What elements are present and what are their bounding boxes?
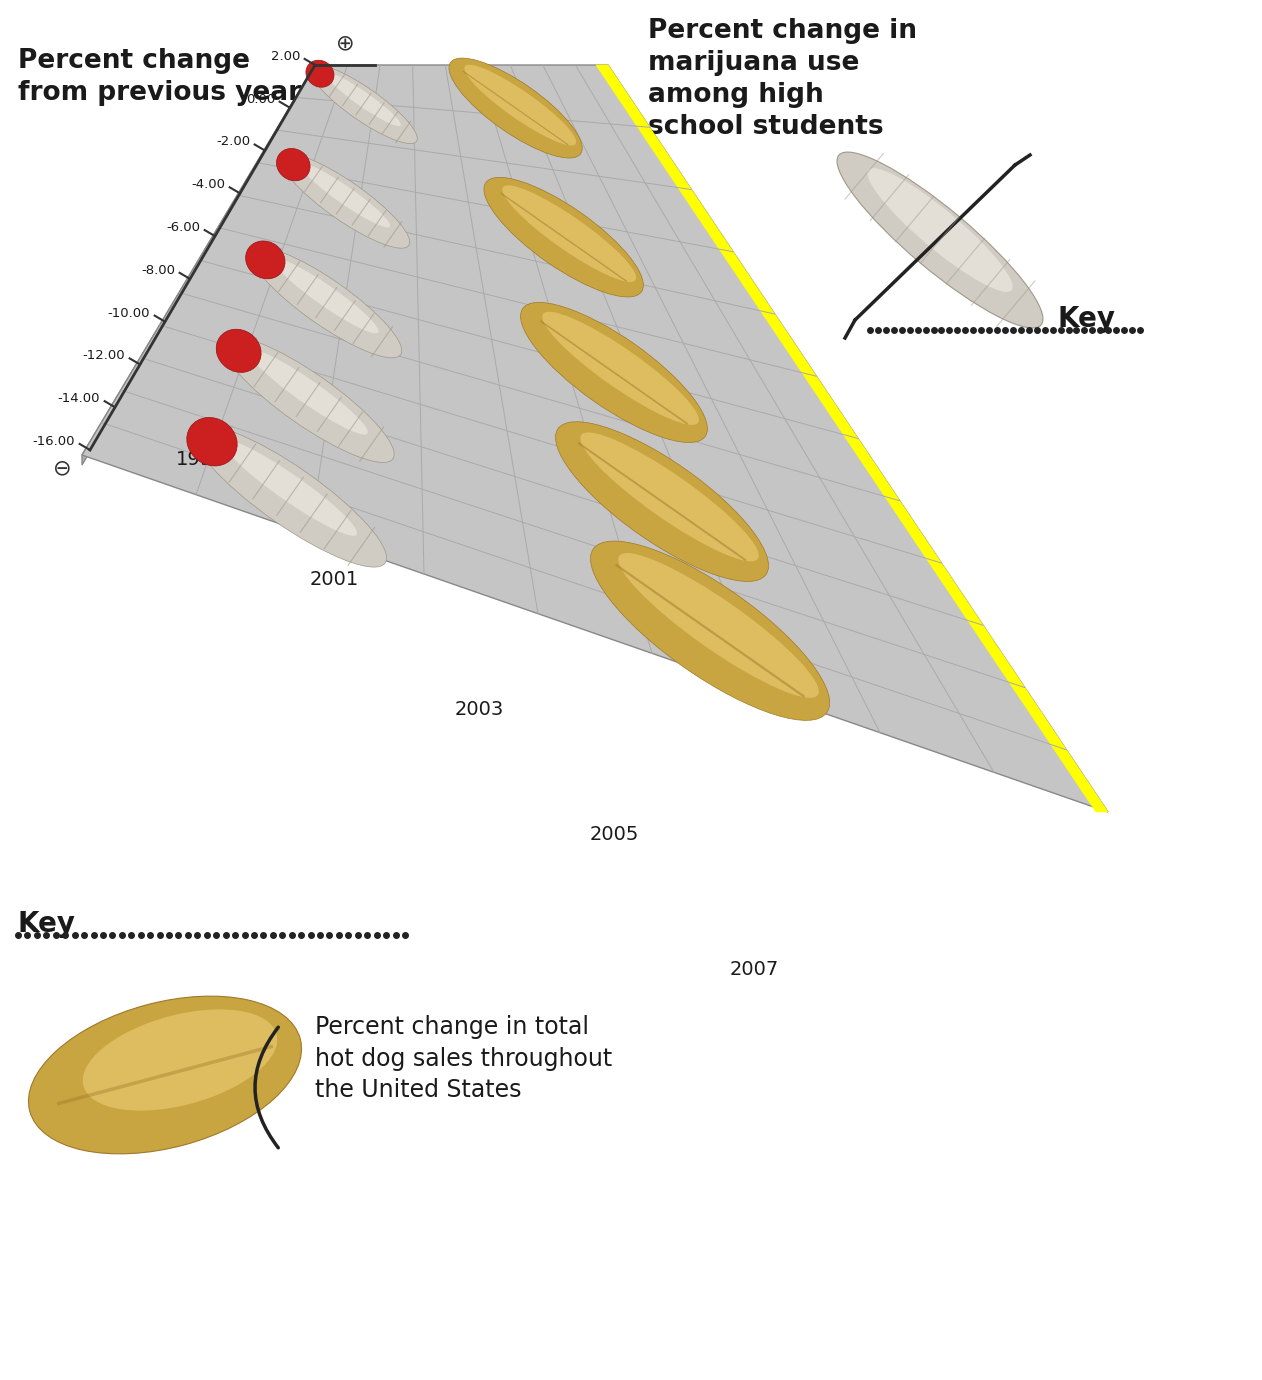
Ellipse shape	[326, 73, 401, 126]
Text: -4.00: -4.00	[192, 178, 226, 192]
Text: 2007: 2007	[729, 960, 779, 978]
Text: -12.00: -12.00	[83, 349, 125, 363]
Text: ⊖: ⊖	[53, 458, 72, 477]
Text: Key: Key	[18, 909, 76, 938]
Text: Percent change in total
hot dog sales throughout
the United States: Percent change in total hot dog sales th…	[316, 1016, 612, 1103]
Ellipse shape	[222, 337, 394, 462]
Text: 2.00: 2.00	[271, 50, 300, 63]
Polygon shape	[596, 65, 1108, 811]
Text: Key: Key	[1058, 305, 1116, 333]
Text: Percent change
from previous year: Percent change from previous year	[18, 48, 302, 106]
Text: 1999: 1999	[175, 450, 226, 469]
Polygon shape	[82, 65, 316, 465]
Text: Percent change in
marijuana use
among high
school students: Percent change in marijuana use among hi…	[647, 18, 917, 139]
Ellipse shape	[483, 178, 644, 297]
Ellipse shape	[246, 241, 285, 279]
Ellipse shape	[300, 163, 390, 228]
Ellipse shape	[83, 1009, 278, 1111]
Ellipse shape	[543, 312, 699, 425]
Polygon shape	[82, 65, 1108, 811]
Ellipse shape	[193, 425, 386, 567]
Text: ⊕: ⊕	[336, 33, 355, 52]
Ellipse shape	[223, 440, 357, 535]
Text: -8.00: -8.00	[141, 264, 175, 277]
Ellipse shape	[276, 149, 310, 181]
Ellipse shape	[251, 247, 401, 357]
Text: 2005: 2005	[591, 825, 640, 845]
Text: -6.00: -6.00	[167, 221, 201, 235]
Ellipse shape	[618, 553, 819, 698]
Text: -16.00: -16.00	[33, 435, 76, 448]
Ellipse shape	[581, 432, 758, 562]
Ellipse shape	[464, 65, 577, 145]
Ellipse shape	[449, 58, 582, 157]
Ellipse shape	[281, 155, 410, 248]
Ellipse shape	[216, 330, 261, 373]
Text: -2.00: -2.00	[216, 135, 250, 149]
Ellipse shape	[309, 65, 418, 144]
Ellipse shape	[591, 541, 829, 720]
Ellipse shape	[555, 422, 769, 581]
Ellipse shape	[29, 996, 302, 1154]
Ellipse shape	[867, 168, 1012, 293]
Ellipse shape	[187, 418, 237, 466]
Ellipse shape	[502, 185, 636, 282]
Text: -10.00: -10.00	[107, 306, 150, 320]
Ellipse shape	[249, 349, 367, 435]
Text: 0.00: 0.00	[246, 92, 275, 106]
Ellipse shape	[305, 61, 334, 87]
Ellipse shape	[274, 258, 379, 334]
Text: 2003: 2003	[456, 700, 505, 719]
Text: -14.00: -14.00	[58, 392, 100, 406]
Text: 2001: 2001	[310, 570, 360, 589]
Ellipse shape	[837, 152, 1042, 328]
Ellipse shape	[520, 302, 708, 443]
